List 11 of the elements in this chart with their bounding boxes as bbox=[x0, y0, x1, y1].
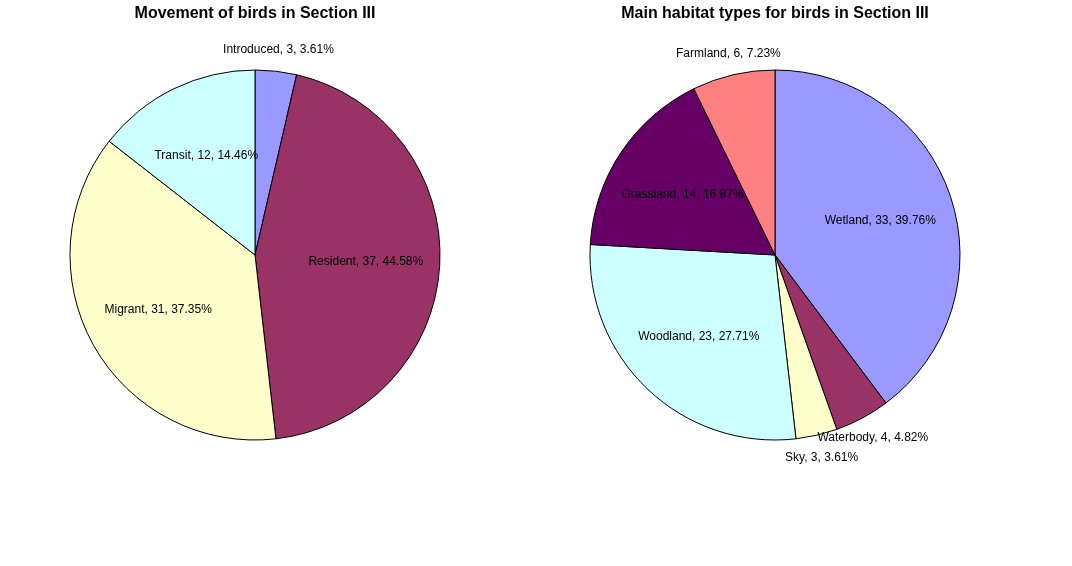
chart-title: Movement of birds in Section III bbox=[134, 4, 376, 21]
slice-label: Waterbody, 4, 4.82% bbox=[817, 430, 929, 445]
slice-label: Introduced, 3, 3.61% bbox=[223, 42, 335, 57]
chart-title: Main habitat types for birds in Section III bbox=[621, 4, 929, 21]
slice-label: Farmland, 6, 7.23% bbox=[676, 46, 782, 61]
slice-label: Migrant, 31, 37.35% bbox=[104, 302, 213, 317]
slice-label: Woodland, 23, 27.71% bbox=[638, 328, 760, 343]
slice-label: Sky, 3, 3.61% bbox=[785, 449, 859, 464]
slice-label: Resident, 37, 44.58% bbox=[308, 254, 424, 269]
slice-label: Wetland, 33, 39.76% bbox=[824, 212, 937, 227]
slice-label: Grassland, 14, 16.87% bbox=[621, 186, 744, 201]
